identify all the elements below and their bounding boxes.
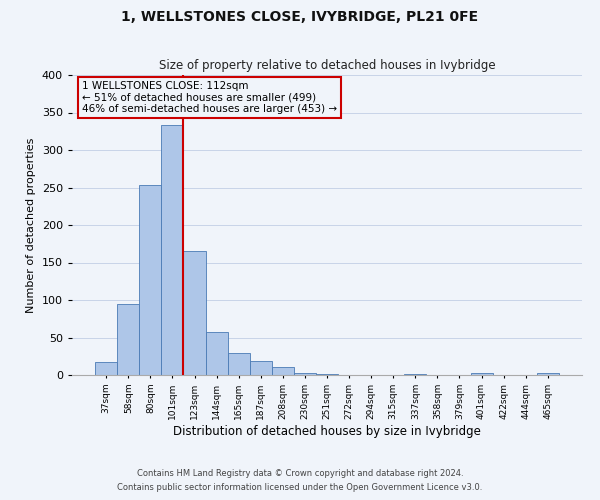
- Text: 1 WELLSTONES CLOSE: 112sqm
← 51% of detached houses are smaller (499)
46% of sem: 1 WELLSTONES CLOSE: 112sqm ← 51% of deta…: [82, 81, 337, 114]
- Bar: [117, 304, 139, 375]
- Bar: [537, 373, 559, 375]
- Text: Contains public sector information licensed under the Open Government Licence v3: Contains public sector information licen…: [118, 484, 482, 492]
- X-axis label: Distribution of detached houses by size in Ivybridge: Distribution of detached houses by size …: [173, 424, 481, 438]
- Text: 1, WELLSTONES CLOSE, IVYBRIDGE, PL21 0FE: 1, WELLSTONES CLOSE, IVYBRIDGE, PL21 0FE: [121, 10, 479, 24]
- Bar: [404, 374, 427, 375]
- Text: Contains HM Land Registry data © Crown copyright and database right 2024.: Contains HM Land Registry data © Crown c…: [137, 468, 463, 477]
- Bar: [206, 332, 227, 375]
- Y-axis label: Number of detached properties: Number of detached properties: [26, 138, 36, 312]
- Bar: [250, 361, 272, 375]
- Bar: [316, 374, 338, 375]
- Bar: [470, 373, 493, 375]
- Bar: [161, 125, 184, 375]
- Bar: [272, 367, 294, 375]
- Bar: [184, 251, 206, 375]
- Bar: [227, 352, 250, 375]
- Bar: [95, 362, 117, 375]
- Title: Size of property relative to detached houses in Ivybridge: Size of property relative to detached ho…: [158, 60, 496, 72]
- Bar: [139, 185, 161, 375]
- Bar: [294, 373, 316, 375]
